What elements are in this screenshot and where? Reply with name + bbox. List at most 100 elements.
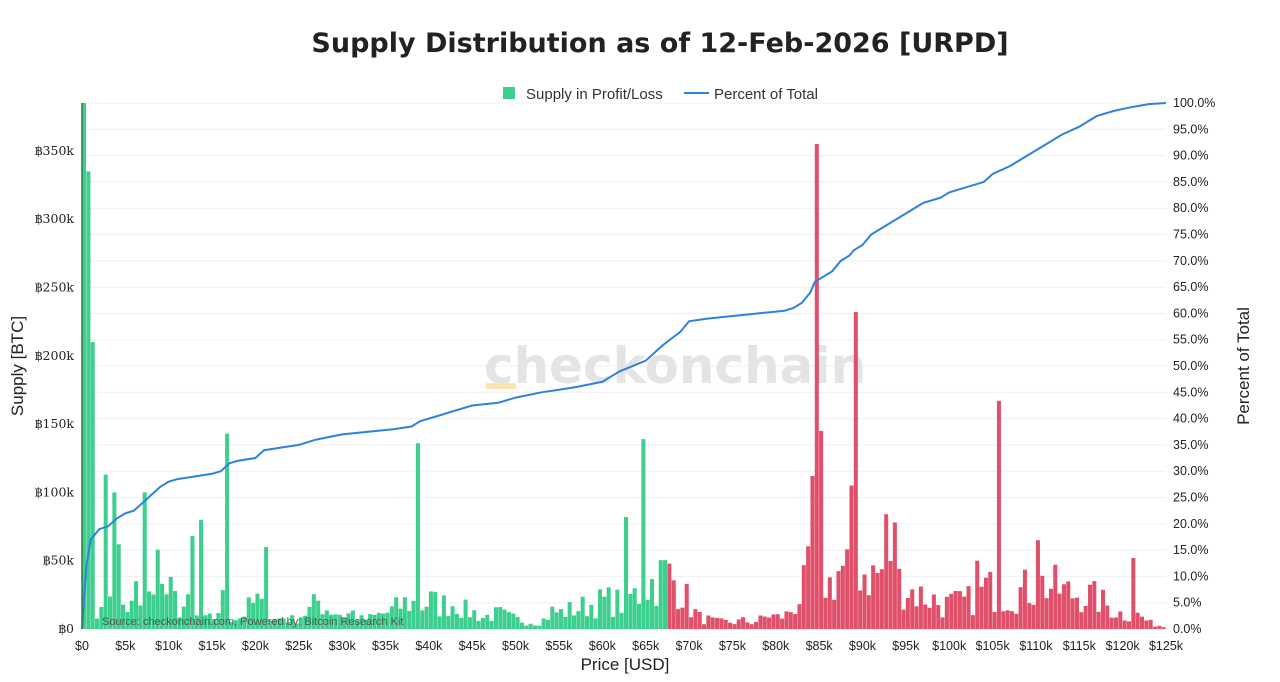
supply-bar bbox=[1113, 617, 1119, 629]
y-tick-label: ฿250k bbox=[35, 279, 75, 294]
y2-tick-label: 100.0% bbox=[1173, 96, 1215, 110]
supply-bar bbox=[602, 596, 607, 629]
supply-bar bbox=[914, 606, 919, 629]
supply-bar bbox=[957, 591, 962, 629]
y2-axis-label: Percent of Total bbox=[1234, 307, 1253, 425]
x-tick-label: $0 bbox=[75, 639, 89, 653]
supply-bar bbox=[264, 547, 269, 629]
supply-bar bbox=[736, 619, 741, 629]
supply-bar bbox=[333, 614, 338, 629]
supply-bar bbox=[1035, 540, 1040, 629]
supply-bar bbox=[316, 600, 321, 629]
y2-tick-label: 70.0% bbox=[1173, 254, 1208, 268]
supply-bar bbox=[571, 615, 577, 629]
x-tick-label: $95k bbox=[892, 639, 920, 653]
supply-bar bbox=[845, 549, 850, 629]
supply-bar bbox=[108, 596, 113, 629]
legend-swatch-supply bbox=[503, 87, 515, 99]
supply-bar bbox=[589, 604, 594, 629]
supply-bar bbox=[199, 519, 204, 629]
supply-bar bbox=[793, 614, 798, 629]
supply-bar bbox=[1005, 610, 1010, 629]
supply-bar bbox=[840, 565, 845, 629]
supply-bar bbox=[489, 621, 494, 629]
supply-bar bbox=[819, 430, 824, 629]
supply-bar bbox=[203, 615, 208, 629]
supply-bar bbox=[615, 589, 620, 629]
supply-bar bbox=[311, 594, 316, 629]
supply-bar bbox=[537, 625, 542, 629]
supply-bar bbox=[697, 612, 702, 629]
supply-bar bbox=[1001, 611, 1006, 629]
x-tick-label: $45k bbox=[459, 639, 487, 653]
y-tick-label: ฿300k bbox=[35, 211, 75, 226]
supply-bar bbox=[849, 485, 854, 629]
supply-bar bbox=[246, 597, 251, 629]
supply-bar bbox=[121, 604, 126, 629]
supply-bar bbox=[888, 560, 893, 629]
supply-bar bbox=[758, 615, 763, 629]
x-axis-label: Price [USD] bbox=[581, 655, 670, 674]
supply-bar bbox=[363, 619, 368, 629]
supply-bar bbox=[780, 618, 785, 629]
supply-bar bbox=[983, 577, 988, 629]
supply-bar bbox=[1118, 611, 1123, 629]
supply-bar bbox=[511, 613, 516, 629]
supply-bar bbox=[398, 608, 403, 629]
supply-bar bbox=[892, 522, 897, 629]
supply-bar bbox=[580, 596, 585, 629]
supply-bar bbox=[745, 622, 750, 629]
supply-bar bbox=[806, 546, 811, 629]
supply-bars bbox=[82, 103, 1166, 630]
supply-bar bbox=[663, 560, 668, 629]
supply-bar bbox=[407, 610, 412, 629]
x-tick-label: $5k bbox=[115, 639, 136, 653]
supply-bar bbox=[545, 619, 550, 629]
supply-bar bbox=[342, 617, 347, 629]
supply-bar bbox=[1048, 588, 1053, 629]
supply-bar bbox=[147, 591, 152, 629]
x-tick-label: $105k bbox=[976, 639, 1011, 653]
supply-bar bbox=[910, 589, 915, 629]
supply-bar bbox=[281, 618, 286, 629]
y2-tick-label: 85.0% bbox=[1173, 175, 1208, 189]
supply-bar bbox=[936, 605, 941, 629]
supply-bar bbox=[684, 583, 689, 629]
supply-bar bbox=[450, 606, 455, 629]
supply-bar bbox=[303, 615, 308, 629]
x-tick-label: $50k bbox=[502, 639, 530, 653]
watermark-logo bbox=[486, 383, 516, 389]
supply-bar bbox=[593, 618, 598, 629]
supply-bar bbox=[116, 544, 121, 629]
supply-bar bbox=[493, 607, 498, 629]
supply-bar bbox=[749, 624, 754, 629]
legend: Supply in Profit/Loss Percent of Total bbox=[503, 86, 818, 103]
supply-bar bbox=[233, 620, 238, 629]
supply-bar bbox=[693, 609, 698, 629]
supply-bar bbox=[220, 590, 225, 629]
supply-bar bbox=[962, 596, 967, 629]
supply-bar bbox=[541, 618, 546, 629]
y-tick-label: ฿150k bbox=[35, 416, 75, 431]
supply-bar bbox=[1040, 575, 1045, 629]
supply-bar bbox=[272, 619, 277, 629]
supply-bar bbox=[550, 606, 555, 629]
supply-bar bbox=[1105, 605, 1110, 629]
supply-bar bbox=[706, 615, 711, 629]
supply-bar bbox=[216, 613, 221, 629]
supply-bar bbox=[242, 616, 247, 629]
supply-bar bbox=[680, 607, 685, 629]
supply-bar bbox=[1152, 626, 1158, 629]
supply-bar bbox=[637, 603, 642, 629]
supply-bar bbox=[827, 577, 832, 629]
y2-tick-label: 55.0% bbox=[1173, 333, 1208, 347]
supply-bar bbox=[307, 606, 312, 629]
supply-bar bbox=[814, 143, 819, 630]
supply-bar bbox=[762, 616, 767, 629]
supply-bar bbox=[255, 593, 260, 629]
supply-bar bbox=[606, 587, 611, 629]
supply-bar bbox=[953, 590, 958, 629]
supply-bar bbox=[715, 617, 720, 629]
x-tick-label: $25k bbox=[285, 639, 313, 653]
y2-tick-label: 25.0% bbox=[1173, 491, 1208, 505]
